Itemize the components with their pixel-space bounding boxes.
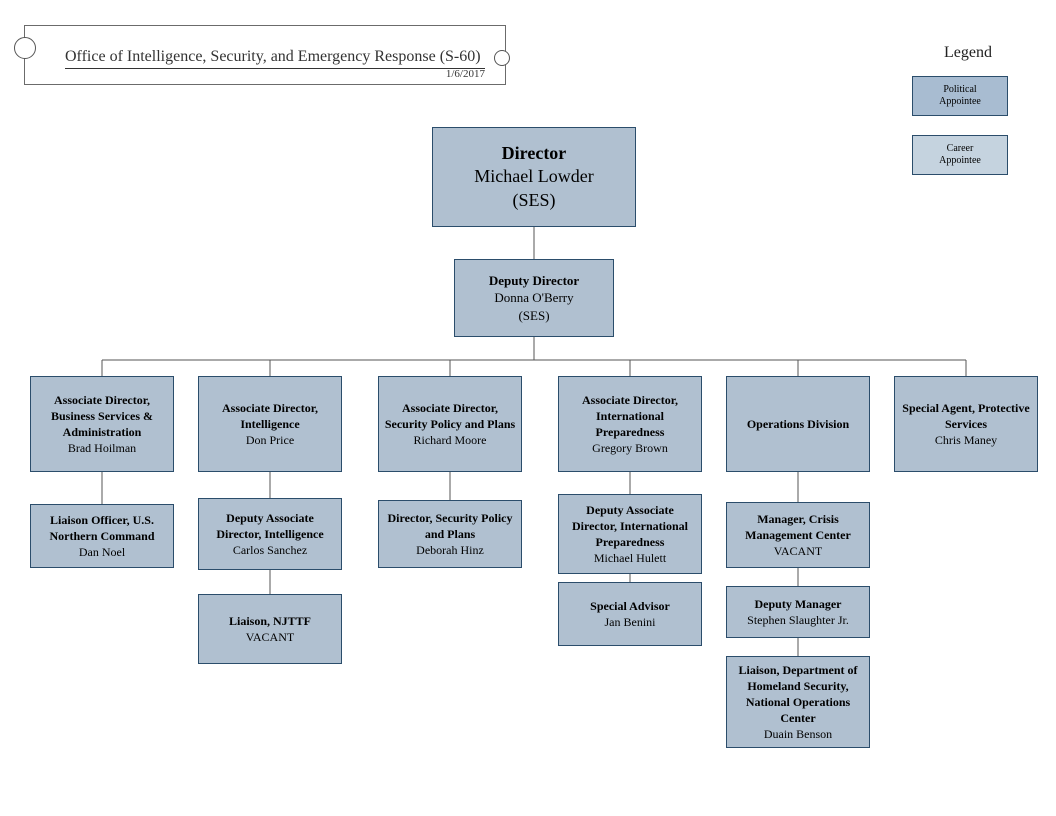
page-date: 1/6/2017 [446,68,485,80]
node-ops: Operations Division [726,376,870,472]
node-ad-business: Associate Director, Business Services & … [30,376,174,472]
title-panel: Office of Intelligence, Security, and Em… [24,25,506,85]
node-title: Liaison Officer, U.S. Northern Command [35,512,169,544]
node-dir-secpol: Director, Security Policy and Plans Debo… [378,500,522,568]
legend-political-label: PoliticalAppointee [939,84,981,109]
node-name: Brad Hoilman [68,440,136,456]
node-title: Associate Director, International Prepar… [563,392,697,441]
node-name: Michael Hulett [594,550,666,566]
node-title: Deputy Associate Director, Intelligence [203,510,337,542]
node-ad-security: Associate Director, Security Policy and … [378,376,522,472]
decorative-circle-right [494,50,510,66]
node-liaison-dhs: Liaison, Department of Homeland Security… [726,656,870,748]
legend-title: Legend [944,44,992,62]
legend-career-appointee: CareerAppointee [912,135,1008,175]
node-dep-intl: Deputy Associate Director, International… [558,494,702,574]
node-title: Deputy Associate Director, International… [563,502,697,551]
node-title: Director [502,142,567,165]
node-title: Manager, Crisis Management Center [731,511,865,543]
node-title: Associate Director, Business Services & … [35,392,169,441]
node-suffix: (SES) [512,189,555,212]
node-dep-mgr: Deputy Manager Stephen Slaughter Jr. [726,586,870,638]
node-name: Dan Noel [79,544,125,560]
node-name: Richard Moore [414,432,487,448]
node-title: Deputy Manager [755,596,842,612]
node-name: Duain Benson [764,726,832,742]
node-ad-intel: Associate Director, Intelligence Don Pri… [198,376,342,472]
node-title: Operations Division [747,416,849,432]
node-director: Director Michael Lowder (SES) [432,127,636,227]
node-title: Deputy Director [489,272,579,290]
node-title: Director, Security Policy and Plans [383,510,517,542]
node-title: Associate Director, Intelligence [203,400,337,432]
node-title: Special Advisor [590,598,670,614]
node-name: Donna O'Berry [494,289,573,307]
node-name: Jan Benini [605,614,656,630]
node-title: Liaison, NJTTF [229,613,311,629]
node-suffix: (SES) [518,307,549,325]
node-name: Chris Maney [935,432,997,448]
node-name: Stephen Slaughter Jr. [747,612,849,628]
node-name: Gregory Brown [592,440,668,456]
node-liaison-northcom: Liaison Officer, U.S. Northern Command D… [30,504,174,568]
node-name: Carlos Sanchez [233,542,307,558]
legend-career-label: CareerAppointee [939,143,981,168]
node-title: Liaison, Department of Homeland Security… [731,662,865,727]
page-title: Office of Intelligence, Security, and Em… [65,48,485,69]
node-title: Associate Director, Security Policy and … [383,400,517,432]
node-mgr-crisis: Manager, Crisis Management Center VACANT [726,502,870,568]
node-spec-advisor: Special Advisor Jan Benini [558,582,702,646]
node-name: Deborah Hinz [416,542,484,558]
legend-political-appointee: PoliticalAppointee [912,76,1008,116]
node-deputy-director: Deputy Director Donna O'Berry (SES) [454,259,614,337]
node-name: Don Price [246,432,294,448]
decorative-circle-left [14,37,36,59]
node-title: Special Agent, Protective Services [899,400,1033,432]
node-name: Michael Lowder [474,165,593,188]
node-name: VACANT [774,543,822,559]
node-dep-intel: Deputy Associate Director, Intelligence … [198,498,342,570]
node-spec-agent: Special Agent, Protective Services Chris… [894,376,1038,472]
node-name: VACANT [246,629,294,645]
node-liaison-njttf: Liaison, NJTTF VACANT [198,594,342,664]
node-ad-intl: Associate Director, International Prepar… [558,376,702,472]
